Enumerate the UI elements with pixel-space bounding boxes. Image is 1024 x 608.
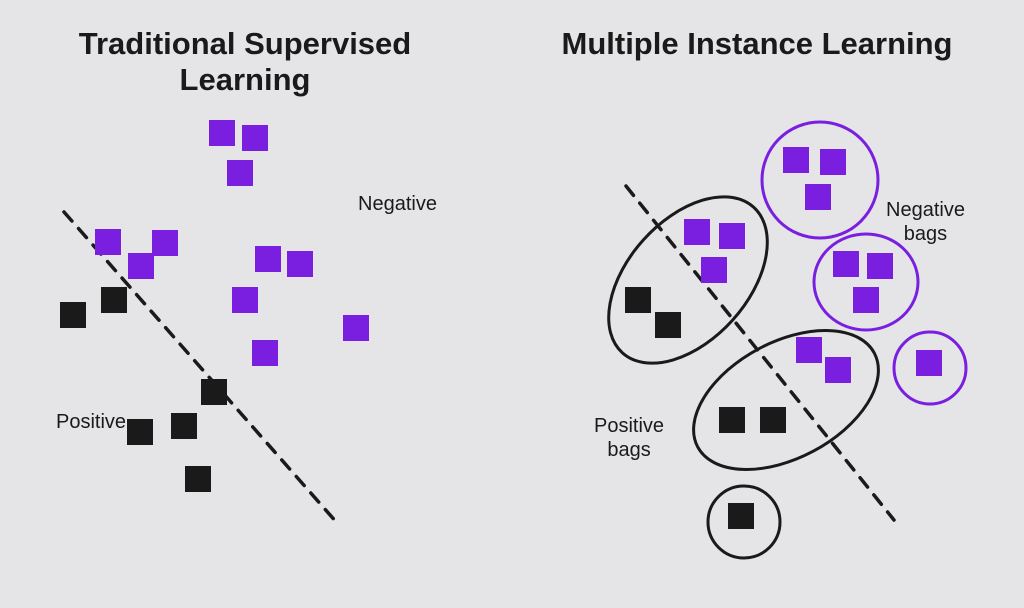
data-point <box>655 312 681 338</box>
bag-outline <box>762 122 878 238</box>
data-point <box>201 379 227 405</box>
data-point <box>719 407 745 433</box>
bag-outline <box>814 234 918 330</box>
data-point <box>227 160 253 186</box>
data-point <box>232 287 258 313</box>
data-point <box>287 251 313 277</box>
data-point <box>853 287 879 313</box>
data-point <box>820 149 846 175</box>
data-point <box>101 287 127 313</box>
data-point <box>127 419 153 445</box>
data-point <box>825 357 851 383</box>
data-point <box>728 503 754 529</box>
data-point <box>95 229 121 255</box>
data-point <box>171 413 197 439</box>
data-point <box>255 246 281 272</box>
data-point <box>719 223 745 249</box>
data-point <box>209 120 235 146</box>
data-point <box>805 184 831 210</box>
data-point <box>625 287 651 313</box>
data-point <box>796 337 822 363</box>
label-negative: Negative <box>358 192 437 216</box>
data-point <box>242 125 268 151</box>
data-point <box>867 253 893 279</box>
data-point <box>916 350 942 376</box>
data-point <box>833 251 859 277</box>
left-title: Traditional Supervised Learning <box>44 26 446 97</box>
label-positive-bags: Positive bags <box>594 414 664 462</box>
data-point <box>152 230 178 256</box>
data-point <box>60 302 86 328</box>
data-point <box>128 253 154 279</box>
data-point <box>684 219 710 245</box>
data-point <box>252 340 278 366</box>
data-point <box>783 147 809 173</box>
data-point <box>185 466 211 492</box>
diagram-stage: Traditional Supervised Learning Multiple… <box>0 0 1024 608</box>
data-point <box>760 407 786 433</box>
label-negative-bags: Negative bags <box>886 198 965 246</box>
right-title: Multiple Instance Learning <box>556 26 958 62</box>
data-point <box>701 257 727 283</box>
label-positive: Positive <box>56 410 126 434</box>
data-point <box>343 315 369 341</box>
